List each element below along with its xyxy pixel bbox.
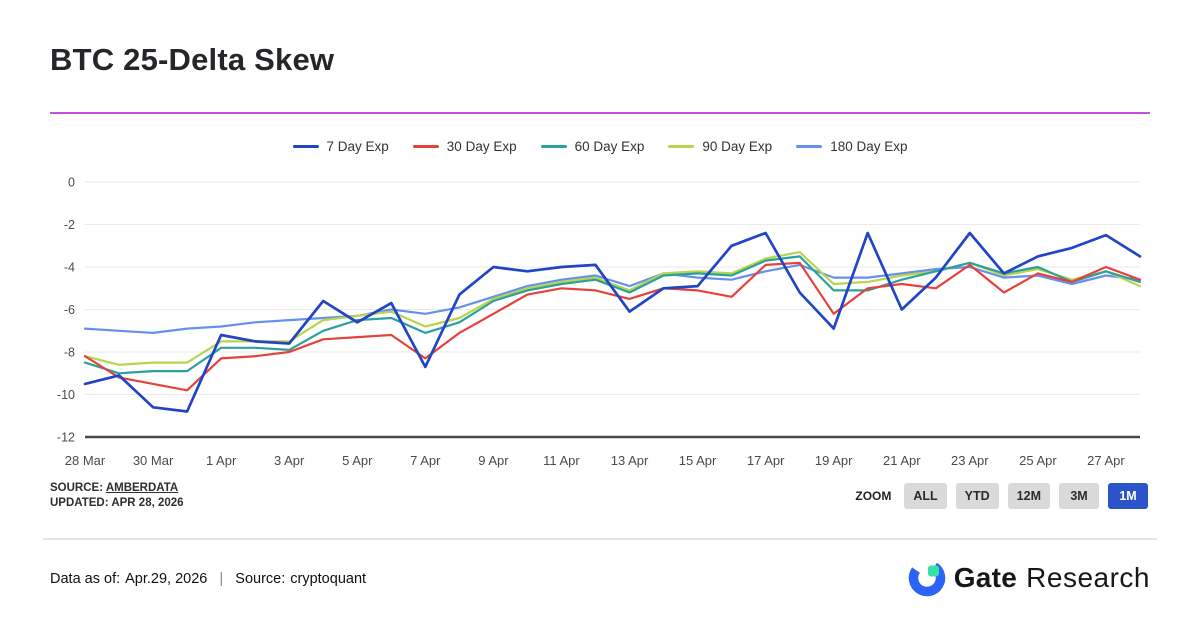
zoom-button-12m[interactable]: 12M	[1007, 483, 1050, 509]
chart-updated-line: UPDATED: APR 28, 2026	[50, 497, 184, 509]
svg-text:19 Apr: 19 Apr	[815, 453, 853, 468]
svg-text:1 Apr: 1 Apr	[206, 453, 237, 468]
svg-text:-2: -2	[64, 218, 75, 232]
chart-source-block: SOURCE: AMBERDATA UPDATED: APR 28, 2026	[50, 481, 184, 511]
data-as-of-value: Apr.29, 2026	[125, 570, 208, 587]
legend-label: 30 Day Exp	[446, 139, 517, 154]
legend-label: 180 Day Exp	[830, 139, 908, 154]
svg-text:15 Apr: 15 Apr	[679, 453, 717, 468]
zoom-button-ytd[interactable]: YTD	[955, 483, 999, 509]
brand-name-regular: Research	[1026, 562, 1150, 593]
zoom-label: ZOOM	[855, 489, 892, 503]
svg-text:28 Mar: 28 Mar	[65, 453, 106, 468]
svg-text:11 Apr: 11 Apr	[543, 453, 580, 468]
chart-plot: 0 -2 -4 -6 -8 -10 -12 28 Mar 30 Mar 1 Apr 3 Apr 5 A…	[57, 176, 1142, 468]
svg-text:27 Apr: 27 Apr	[1087, 453, 1125, 468]
svg-text:5 Apr: 5 Apr	[342, 453, 373, 468]
svg-text:3 Apr: 3 Apr	[274, 453, 305, 468]
gate-research-logo: Gate Research	[907, 558, 1150, 598]
legend-item-7-day[interactable]: 7 Day Exp	[292, 139, 389, 154]
svg-text:9 Apr: 9 Apr	[478, 453, 509, 468]
source-label: SOURCE:	[50, 482, 104, 494]
legend-label: 60 Day Exp	[574, 139, 645, 154]
svg-text:-8: -8	[64, 346, 75, 360]
svg-text:-6: -6	[64, 303, 75, 317]
zoom-button-1m[interactable]: 1M	[1108, 483, 1148, 509]
footer-separator: |	[219, 570, 224, 587]
svg-text:-12: -12	[57, 431, 75, 445]
legend-label: 7 Day Exp	[326, 139, 389, 154]
svg-text:7 Apr: 7 Apr	[410, 453, 441, 468]
svg-text:0: 0	[68, 176, 75, 190]
svg-text:17 Apr: 17 Apr	[747, 453, 785, 468]
svg-text:30 Mar: 30 Mar	[133, 453, 174, 468]
legend-item-60-day[interactable]: 60 Day Exp	[540, 139, 645, 154]
zoom-button-3m[interactable]: 3M	[1059, 483, 1099, 509]
legend-swatch-30-day-icon	[412, 145, 439, 148]
svg-text:-10: -10	[57, 388, 75, 402]
accent-divider	[50, 112, 1150, 114]
svg-text:13 Apr: 13 Apr	[611, 453, 649, 468]
footer-source-value: cryptoquant	[290, 570, 367, 587]
data-as-of-label: Data as of:	[50, 570, 121, 587]
chart-source-line: SOURCE: AMBERDATA	[50, 481, 184, 496]
svg-text:25 Apr: 25 Apr	[1019, 453, 1057, 468]
zoom-controls: ZOOM ALL YTD 12M 3M 1M	[855, 483, 1148, 509]
footer-source-label: Source:	[235, 570, 286, 587]
svg-text:21 Apr: 21 Apr	[883, 453, 921, 468]
footer-divider	[43, 538, 1157, 540]
chart-legend: 7 Day Exp 30 Day Exp 60 Day Exp 90 Day E…	[0, 139, 1200, 154]
page-title: BTC 25-Delta Skew	[50, 42, 335, 77]
legend-swatch-90-day-icon	[668, 145, 695, 148]
legend-item-180-day[interactable]: 180 Day Exp	[796, 139, 907, 154]
zoom-button-all[interactable]: ALL	[904, 483, 947, 509]
legend-item-30-day[interactable]: 30 Day Exp	[412, 139, 517, 154]
legend-item-90-day[interactable]: 90 Day Exp	[668, 139, 772, 154]
svg-text:-4: -4	[64, 261, 75, 275]
gate-logo-mark-icon	[908, 559, 945, 597]
brand-name-bold: Gate	[953, 562, 1018, 593]
legend-label: 90 Day Exp	[702, 139, 773, 154]
legend-swatch-60-day-icon	[540, 145, 567, 148]
legend-swatch-180-day-icon	[796, 145, 823, 148]
svg-text:23 Apr: 23 Apr	[951, 453, 989, 468]
footer-data-as-of: Data as of: Apr.29, 2026 | Source: crypt…	[50, 570, 366, 587]
legend-swatch-7-day-icon	[292, 145, 319, 148]
source-link[interactable]: AMBERDATA	[105, 482, 179, 494]
